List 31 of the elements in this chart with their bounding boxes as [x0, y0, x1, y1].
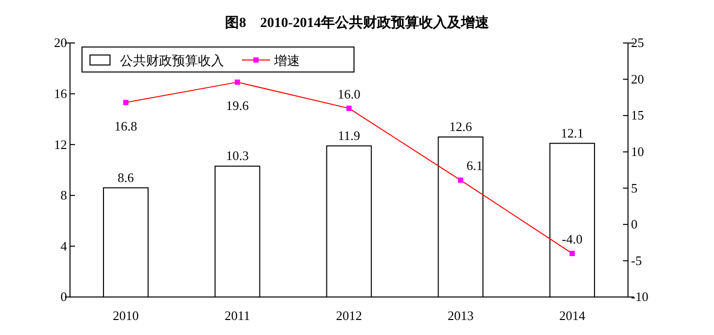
- y2-tick-label: 0: [631, 216, 638, 232]
- x-tick-label: 2010: [112, 308, 139, 324]
- data-label: 16.8: [114, 118, 138, 134]
- y-tick-label: 20: [54, 35, 67, 50]
- chart-title: 图8 2010-2014年公共财政预算收入及增速: [225, 15, 490, 31]
- y2-tick-label: -5: [631, 252, 642, 268]
- y-tick-label: 12: [54, 136, 67, 152]
- y2-tick-label: 20: [631, 71, 644, 86]
- y2-tick-label: 15: [631, 108, 644, 123]
- data-label: 10.3: [226, 148, 249, 164]
- y2-tick-label: 25: [631, 35, 644, 50]
- data-label: 12.6: [449, 118, 472, 134]
- data-label: 8.6: [118, 170, 134, 185]
- data-label: 16.0: [338, 86, 360, 102]
- y-tick-label: 8: [60, 188, 67, 203]
- x-tick-label: 2012: [336, 308, 362, 324]
- legend-label: 公共财政预算收入: [120, 53, 224, 68]
- data-label: 19.6: [226, 98, 250, 114]
- legend-label: 增速: [273, 53, 300, 68]
- data-label: 11.9: [338, 128, 360, 143]
- data-label: 6.1: [466, 158, 483, 174]
- x-tick-label: 2014: [559, 308, 586, 324]
- y2-tick-label: -10: [631, 289, 648, 304]
- x-tick-label: 2013: [448, 308, 474, 324]
- data-label: -4.0: [562, 231, 582, 246]
- y2-tick-label: 10: [631, 144, 644, 160]
- y2-tick-label: 5: [631, 180, 638, 196]
- data-label: 12.1: [560, 125, 584, 140]
- y-tick-label: 4: [60, 238, 68, 254]
- x-tick-label: 2011: [224, 308, 250, 324]
- y-tick-label: 16: [54, 86, 68, 101]
